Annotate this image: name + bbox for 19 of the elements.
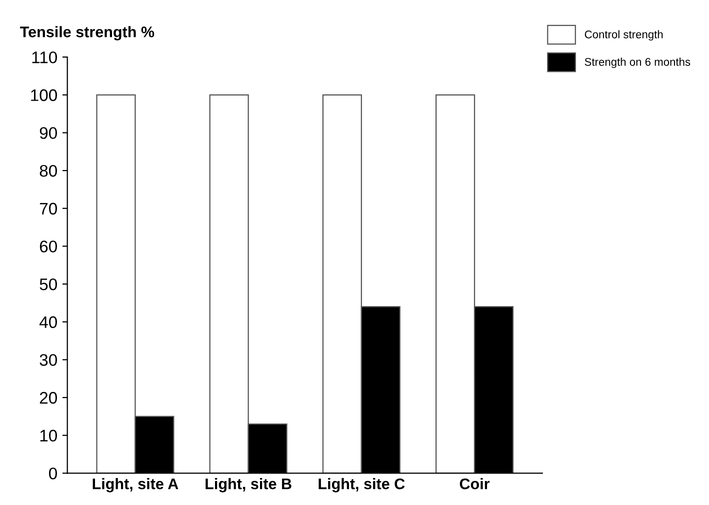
y-tick-label: 80 (40, 164, 57, 177)
y-tick-label: 20 (40, 392, 57, 404)
y-tick-label: 100 (31, 89, 57, 102)
y-tick-label: 10 (40, 430, 57, 442)
x-tick-label: Light, site B (206, 478, 292, 492)
y-tick-label: 110 (32, 51, 57, 64)
y-axis-title: Tensile strength % (20, 26, 154, 40)
y-tick-label: 40 (39, 316, 57, 328)
legend-label: Control strength (584, 30, 663, 41)
x-tick-label: Light, site A (92, 478, 178, 492)
y-tick-label: 90 (40, 127, 57, 139)
x-tick-label: Light, site C (318, 478, 405, 492)
x-tick-label: Coir (460, 478, 490, 490)
y-tick-label: 50 (40, 278, 57, 290)
y-tick-label: 30 (40, 354, 57, 366)
y-tick-label: 60 (40, 240, 57, 252)
y-tick-label: 70 (40, 202, 57, 215)
legend-label: Strength on 6 months (584, 58, 690, 68)
y-tick-label: 0 (49, 468, 57, 480)
